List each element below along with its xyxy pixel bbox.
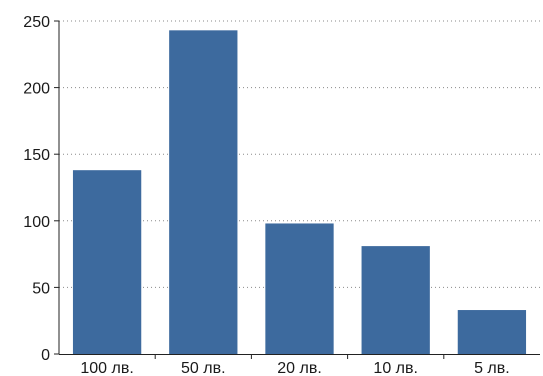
- tick-labels: 0 50 100 150 200 250 100 лв. 50 лв. 20 лв. 10 лв.…: [23, 14, 509, 376]
- x-tick-label-4: 5 лв.: [474, 360, 510, 376]
- x-tick-label-0: 100 лв.: [80, 360, 133, 376]
- axes: [54, 20, 540, 359]
- y-tick-label-250: 250: [23, 14, 50, 31]
- bar-0: [72, 170, 142, 354]
- y-tick-label-50: 50: [32, 280, 50, 297]
- bar-1: [169, 30, 238, 354]
- y-tick-label-0: 0: [41, 347, 50, 364]
- bars: [72, 30, 527, 354]
- y-tick-label-150: 150: [23, 147, 50, 164]
- bar-4: [457, 310, 527, 354]
- y-tick-label-200: 200: [23, 81, 50, 98]
- x-tick-label-2: 20 лв.: [277, 360, 322, 376]
- bar-2: [265, 223, 334, 354]
- x-tick-label-3: 10 лв.: [373, 360, 418, 376]
- x-tick-label-1: 50 лв.: [181, 360, 226, 376]
- y-tick-label-100: 100: [23, 214, 50, 231]
- bar-3: [361, 246, 430, 354]
